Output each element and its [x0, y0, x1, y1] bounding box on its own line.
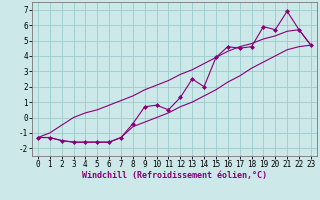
X-axis label: Windchill (Refroidissement éolien,°C): Windchill (Refroidissement éolien,°C) — [82, 171, 267, 180]
